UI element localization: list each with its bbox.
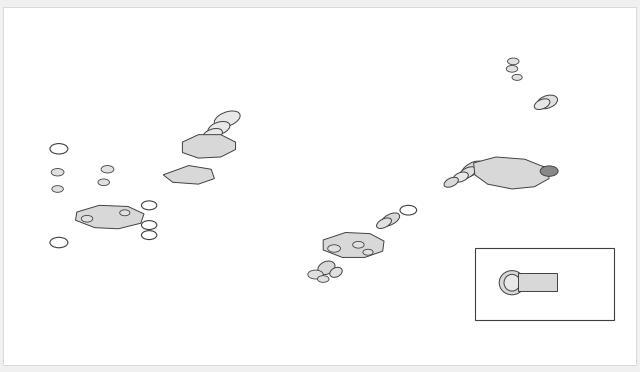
Text: 48938: 48938 (325, 295, 349, 304)
Text: 48970: 48970 (592, 154, 616, 163)
Polygon shape (323, 232, 384, 257)
Circle shape (540, 166, 558, 176)
Text: W: W (402, 208, 406, 213)
Circle shape (101, 166, 114, 173)
Text: 48084A: 48084A (10, 185, 39, 194)
Ellipse shape (537, 95, 557, 109)
Text: 48961: 48961 (397, 264, 421, 273)
Ellipse shape (208, 122, 230, 135)
Ellipse shape (330, 267, 342, 278)
Circle shape (52, 186, 63, 192)
Polygon shape (163, 166, 214, 184)
Text: N 08911-10637: N 08911-10637 (152, 234, 216, 243)
Text: M 08915-44042: M 08915-44042 (408, 206, 472, 215)
Text: B: B (143, 203, 147, 208)
Ellipse shape (202, 128, 223, 141)
Text: 48342: 48342 (141, 96, 165, 105)
Circle shape (51, 169, 64, 176)
Circle shape (141, 201, 157, 210)
Ellipse shape (453, 172, 468, 182)
Text: 48820: 48820 (509, 74, 533, 83)
Circle shape (141, 221, 157, 230)
Text: B: B (143, 222, 147, 228)
Text: 48960: 48960 (509, 120, 533, 129)
Text: N: N (143, 232, 147, 238)
Text: 48970A: 48970A (312, 285, 342, 294)
Text: 48894: 48894 (397, 254, 421, 263)
Ellipse shape (381, 213, 399, 226)
Circle shape (317, 276, 329, 282)
Circle shape (98, 179, 109, 186)
Circle shape (400, 205, 417, 215)
Ellipse shape (214, 111, 240, 127)
Text: 48820C: 48820C (509, 63, 538, 72)
Circle shape (50, 237, 68, 248)
Ellipse shape (499, 271, 525, 295)
Text: 48967E: 48967E (141, 105, 170, 114)
Text: B 08126-83037: B 08126-83037 (152, 224, 216, 233)
Ellipse shape (376, 218, 392, 228)
Bar (475, 248, 614, 320)
Ellipse shape (534, 99, 550, 109)
Text: B 08126-83037: B 08126-83037 (191, 201, 254, 210)
Text: 48870C: 48870C (509, 44, 538, 53)
Circle shape (141, 231, 157, 240)
Text: M 08915-2381A: M 08915-2381A (61, 144, 124, 153)
Text: W: W (52, 240, 56, 245)
Polygon shape (474, 157, 549, 189)
Ellipse shape (444, 177, 458, 187)
Ellipse shape (461, 161, 483, 177)
Circle shape (308, 270, 323, 279)
Text: 48920B: 48920B (325, 305, 355, 314)
Text: A/88*0006: A/88*0006 (557, 351, 598, 360)
Text: 48079M: 48079M (421, 195, 451, 204)
Text: 48860: 48860 (509, 109, 533, 118)
Text: 48960: 48960 (607, 267, 631, 276)
Circle shape (120, 210, 130, 216)
Text: 48820E: 48820E (509, 53, 538, 62)
Circle shape (506, 65, 518, 72)
Text: W: W (52, 146, 56, 151)
Text: 48805: 48805 (167, 49, 191, 58)
Circle shape (353, 241, 364, 248)
Text: 48080: 48080 (83, 272, 107, 280)
Circle shape (328, 245, 340, 252)
Text: NON TILT: NON TILT (525, 309, 563, 318)
Text: M 08915-2381A: M 08915-2381A (10, 238, 73, 247)
Circle shape (363, 249, 373, 255)
Circle shape (512, 74, 522, 80)
Text: 48966: 48966 (421, 175, 445, 184)
Circle shape (508, 58, 519, 65)
Ellipse shape (318, 261, 335, 275)
Ellipse shape (459, 167, 476, 179)
Circle shape (50, 144, 68, 154)
Bar (518, 273, 557, 291)
Ellipse shape (504, 275, 520, 291)
Text: 48343: 48343 (397, 275, 421, 283)
Polygon shape (182, 135, 236, 158)
Circle shape (81, 215, 93, 222)
Text: 48960G: 48960G (509, 142, 538, 151)
Text: 48084A: 48084A (10, 169, 39, 177)
Polygon shape (76, 205, 144, 229)
Text: 48097: 48097 (421, 185, 445, 194)
